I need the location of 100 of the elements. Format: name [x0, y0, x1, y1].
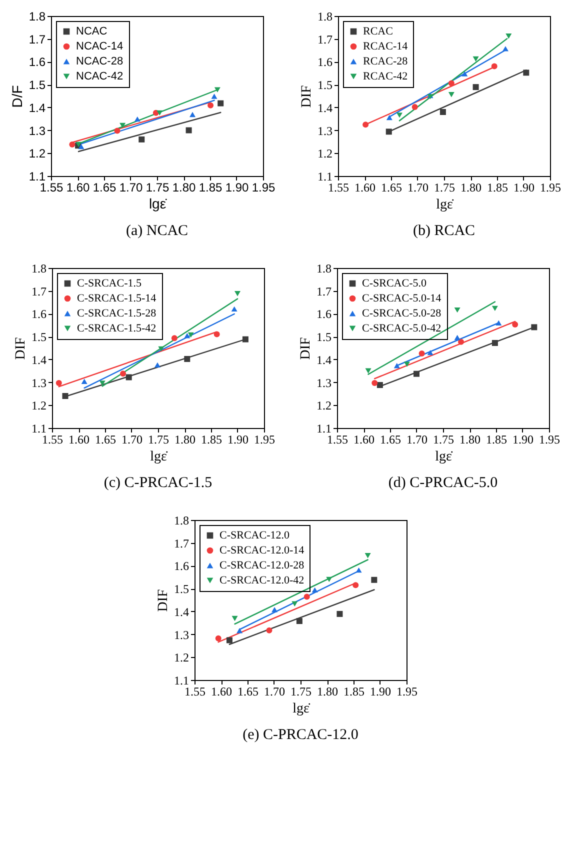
legend-label: NCAC-14 [76, 40, 124, 52]
x-axis-title: lgε̇ [436, 198, 454, 212]
point [99, 380, 106, 386]
x-tick-label: 1.95 [254, 432, 275, 446]
text: (b) RCAC [412, 223, 476, 239]
point [386, 114, 392, 120]
point [427, 350, 434, 356]
point [492, 340, 498, 346]
x-tick-label: 1.80 [317, 684, 338, 698]
y-axis-title: DIF [14, 337, 28, 360]
point [352, 582, 359, 588]
y-tick-label: 1.3 [316, 376, 332, 390]
point [296, 618, 302, 624]
point [448, 80, 454, 86]
x-tick-label: 1.55 [42, 432, 63, 446]
x-axis-title: lgε̇ [150, 450, 168, 464]
x-tick-label: 1.70 [408, 180, 428, 194]
point [186, 127, 192, 134]
point [404, 362, 410, 367]
y-tick-label: 1.3 [318, 124, 332, 138]
legend-label: C-SRCAC-1.5 [77, 278, 142, 290]
point [362, 122, 369, 128]
text: (c) C-PRCAC-1.5 [104, 475, 212, 491]
point [394, 363, 400, 368]
y-tick-label: 1.7 [28, 32, 46, 46]
x-tick-label: 1.90 [228, 432, 248, 446]
point [208, 102, 214, 108]
point [232, 616, 238, 622]
y-tick-label: 1.8 [318, 10, 332, 24]
y-tick-label: 1.3 [174, 628, 189, 642]
x-axis-title: lgε̇ [435, 450, 453, 464]
legend-label: C-SRCAC-5.0-14 [362, 292, 442, 304]
y-tick-label: 1.8 [174, 514, 189, 528]
point [292, 601, 298, 606]
point [492, 306, 498, 312]
x-tick-label: 1.70 [119, 180, 143, 194]
y-axis-title: DIF [156, 589, 171, 612]
x-tick-label: 1.75 [433, 432, 454, 446]
x-tick-label: 1.80 [460, 180, 482, 194]
x-tick-label: 1.60 [66, 180, 90, 194]
point [418, 350, 425, 356]
y-tick-label: 1.7 [316, 284, 332, 298]
x-tick-label: 1.85 [344, 684, 364, 698]
legend-label: C-SRCAC-1.5-42 [77, 322, 156, 334]
point [120, 122, 126, 128]
point [138, 136, 145, 142]
point [386, 128, 392, 135]
x-tick-label: 1.80 [172, 180, 196, 194]
point [184, 356, 190, 362]
point [506, 34, 512, 39]
y-tick-label: 1.4 [318, 100, 332, 115]
legend-label: RCAC [363, 26, 393, 38]
y-tick-label: 1.8 [316, 262, 332, 276]
y-axis-title: D/F [8, 85, 25, 108]
x-tick-label: 1.65 [238, 684, 258, 698]
point [69, 141, 76, 148]
legend-label: RCAC-14 [363, 40, 408, 52]
x-tick-label: 1.85 [487, 180, 508, 194]
point [242, 336, 248, 342]
y-axis-title: DIF [300, 85, 314, 108]
point [78, 144, 84, 150]
point [491, 63, 498, 70]
point [266, 627, 272, 634]
y-tick-label: 1.3 [32, 376, 46, 390]
point [414, 370, 420, 377]
y-tick-label: 1.2 [32, 398, 46, 413]
x-axis-title: lgε̇ [292, 702, 310, 716]
x-tick-label: 1.75 [146, 180, 170, 194]
x-tick-label: 1.55 [327, 432, 348, 446]
x-tick-label: 1.60 [354, 180, 376, 194]
x-tick-label: 1.65 [95, 432, 116, 446]
x-tick-label: 1.80 [460, 432, 480, 446]
x-tick-label: 1.55 [40, 180, 64, 194]
x-tick-label: 1.90 [370, 684, 391, 698]
point [184, 333, 190, 338]
point [188, 332, 194, 338]
y-tick-label: 1.7 [318, 32, 332, 46]
x-tick-label: 1.90 [225, 180, 249, 194]
x-tick-label: 1.75 [290, 684, 312, 698]
x-tick-label: 1.70 [122, 432, 142, 446]
x-tick-label: 1.95 [540, 180, 561, 194]
point [218, 100, 224, 106]
y-tick-label: 1.1 [32, 422, 46, 436]
point [523, 70, 530, 76]
point [171, 335, 178, 342]
y-tick-label: 1.2 [28, 146, 46, 161]
y-tick-label: 1.7 [174, 536, 189, 550]
y-tick-label: 1.5 [28, 78, 46, 92]
x-tick-label: 1.75 [434, 180, 455, 194]
x-tick-label: 1.70 [406, 432, 428, 446]
y-tick-label: 1.4 [28, 100, 46, 115]
legend-label: NCAC-28 [76, 56, 124, 68]
y-tick-label: 1.6 [174, 559, 189, 574]
point [56, 380, 62, 386]
legend-label: C-SRCAC-12.0 [220, 530, 290, 542]
x-tick-label: 1.70 [264, 684, 285, 698]
point [336, 610, 343, 617]
point [371, 576, 378, 583]
y-tick-label: 1.2 [318, 146, 332, 161]
point [312, 587, 318, 593]
